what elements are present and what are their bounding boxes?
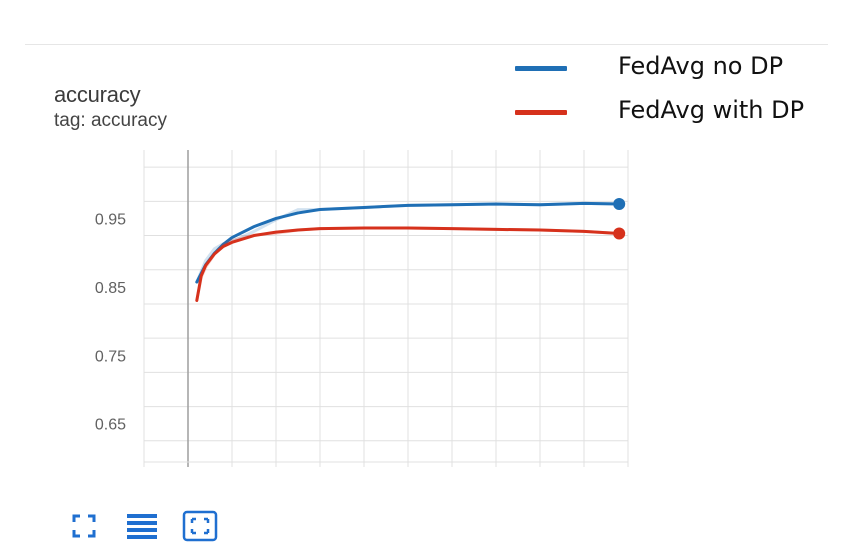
accuracy-chart: 0.65 0.75 0.85 0.95 (95, 150, 629, 467)
top-divider (25, 44, 828, 45)
fullscreen-button[interactable] (66, 508, 102, 544)
series-end-point-1 (613, 227, 626, 240)
data-table-button[interactable] (124, 508, 160, 544)
y-tick-label: 0.95 (95, 211, 126, 228)
y-tick-label: 0.65 (95, 417, 126, 434)
legend-label-with-dp: FedAvg with DP (618, 96, 805, 124)
y-tick-label: 0.75 (95, 348, 126, 365)
y-tick-label: 0.85 (95, 280, 126, 297)
legend-swatch-no-dp (515, 66, 567, 71)
fit-domain-button[interactable] (182, 508, 218, 544)
fullscreen-icon (72, 514, 96, 538)
series-end-point-0 (613, 198, 626, 211)
card-tag: tag: accuracy (54, 110, 167, 131)
series-line-1 (195, 226, 621, 303)
legend-label-no-dp: FedAvg no DP (618, 52, 784, 80)
data-table-icon (127, 514, 157, 539)
legend-swatch-with-dp (515, 110, 567, 115)
card-title: accuracy (54, 82, 141, 107)
fit-domain-icon (182, 510, 218, 542)
card-toolbar (66, 508, 218, 544)
